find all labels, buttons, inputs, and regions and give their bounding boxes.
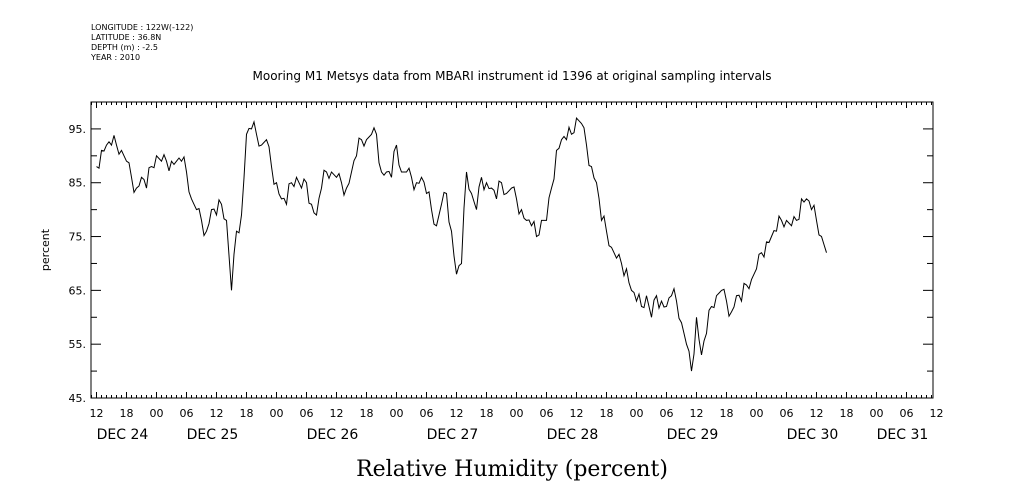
chart-title: Mooring M1 Metsys data from MBARI instru…	[253, 69, 772, 83]
day-label: DEC 24	[97, 427, 149, 443]
year-text: YEAR : 2010	[90, 53, 140, 62]
day-label: DEC 25	[187, 427, 239, 443]
x-tick-label: 06	[660, 407, 674, 420]
x-axis-title: Relative Humidity (percent)	[356, 457, 668, 482]
x-tick-label: 00	[150, 407, 164, 420]
x-tick-label: 18	[360, 407, 374, 420]
x-tick-label: 18	[840, 407, 854, 420]
y-tick-label: 75.	[69, 231, 87, 244]
x-tick-label: 18	[480, 407, 494, 420]
x-tick-label: 06	[900, 407, 914, 420]
x-tick-label: 12	[210, 407, 224, 420]
x-tick-label: 06	[540, 407, 554, 420]
latitude-text: LATITUDE : 36.8N	[91, 33, 161, 42]
day-label: DEC 27	[427, 427, 479, 443]
x-tick-label: 12	[330, 407, 344, 420]
x-tick-label: 00	[750, 407, 764, 420]
hour-tick-labels: 12 18 00 06 12 18 00 06 12 18 00 06 12 18 00 06 12 18 00 06…	[90, 407, 944, 420]
y-tick-label: 45.	[69, 392, 87, 405]
y-tick-labels: 95. 85. 75. 65. 55. 45.	[69, 123, 87, 405]
day-label: DEC 28	[547, 427, 599, 443]
x-tick-label: 00	[390, 407, 404, 420]
tick-marks	[91, 101, 933, 399]
x-tick-label: 06	[780, 407, 794, 420]
day-label: DEC 31	[877, 427, 929, 443]
x-tick-label: 12	[450, 407, 464, 420]
x-tick-label: 06	[420, 407, 434, 420]
x-tick-label: 00	[510, 407, 524, 420]
x-tick-label: 12	[810, 407, 824, 420]
day-label: DEC 29	[667, 427, 719, 443]
y-axis-label: percent	[39, 228, 52, 271]
day-label: DEC 30	[787, 427, 839, 443]
x-tick-label: 00	[270, 407, 284, 420]
x-tick-label: 12	[90, 407, 104, 420]
x-tick-label: 12	[930, 407, 944, 420]
x-tick-label: 12	[570, 407, 584, 420]
x-tick-label: 06	[180, 407, 194, 420]
series-line-0	[96, 117, 827, 372]
x-tick-label: 00	[870, 407, 884, 420]
x-tick-label: 06	[300, 407, 314, 420]
day-labels: DEC 24 DEC 25 DEC 26 DEC 27 DEC 28 DEC 29 DEC …	[97, 427, 929, 443]
y-tick-label: 65.	[69, 284, 87, 297]
x-tick-label: 18	[120, 407, 134, 420]
longitude-text: LONGITUDE : 122W(-122)	[91, 23, 193, 32]
metadata-block: LONGITUDE : 122W(-122) LATITUDE : 36.8N …	[90, 23, 193, 62]
series-group	[96, 117, 827, 372]
x-tick-label: 18	[720, 407, 734, 420]
x-tick-label: 12	[690, 407, 704, 420]
y-tick-label: 85.	[69, 177, 87, 190]
x-tick-label: 18	[240, 407, 254, 420]
x-tick-label: 00	[630, 407, 644, 420]
day-label: DEC 26	[307, 427, 359, 443]
y-tick-label: 95.	[69, 123, 87, 136]
y-tick-label: 55.	[69, 338, 87, 351]
plot-frame	[90, 101, 934, 399]
depth-text: DEPTH (m) : -2.5	[91, 43, 158, 52]
x-tick-label: 18	[600, 407, 614, 420]
